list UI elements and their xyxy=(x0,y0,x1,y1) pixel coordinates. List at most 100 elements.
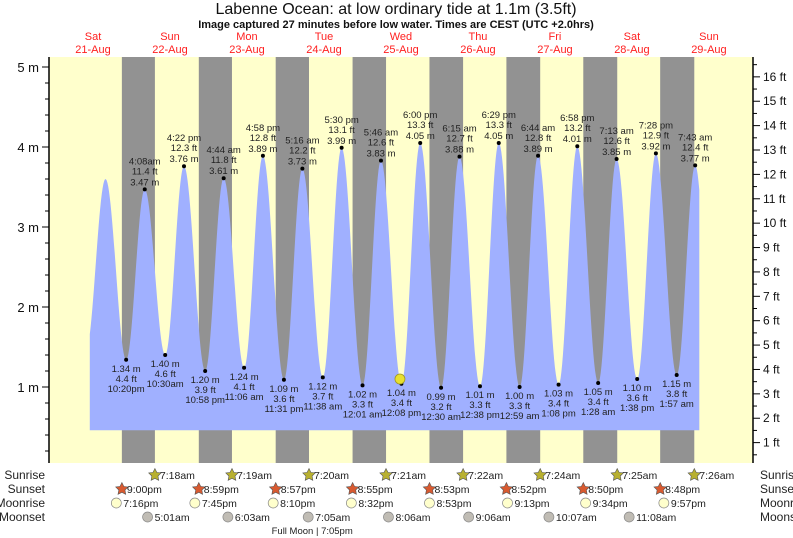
high-tide-ft-label: 13.1 ft xyxy=(328,125,355,136)
low-tide-ft-label: 3.3 ft xyxy=(509,401,530,412)
high-tide-time-label: 6:58 pm xyxy=(560,113,594,124)
sunset-row-label-right: Sunset xyxy=(760,482,793,496)
high-tide-point xyxy=(181,164,186,169)
high-tide-point xyxy=(300,166,305,171)
low-tide-m-label: 1.02 m xyxy=(348,389,377,400)
low-tide-ft-label: 3.4 ft xyxy=(588,397,609,408)
sunrise-icon xyxy=(148,467,162,481)
current-tide-marker xyxy=(394,373,406,385)
moon-phase-label: Full Moon | 7:05pm xyxy=(272,526,353,537)
low-tide-ft-label: 3.2 ft xyxy=(431,402,452,413)
low-tide-point xyxy=(163,353,168,357)
moonrise-icon xyxy=(267,497,279,509)
day-name-label: Sun xyxy=(160,31,180,43)
moonrise-time: 9:34pm xyxy=(593,498,628,510)
day-name-label: Tue xyxy=(315,31,334,43)
sunset-icon xyxy=(191,481,206,495)
moonset-time: 5:01am xyxy=(155,512,190,524)
high-tide-ft-label: 11.4 ft xyxy=(132,166,158,177)
high-tide-m-label: 3.85 m xyxy=(602,147,631,158)
low-tide-time-label: 12:59 am xyxy=(500,411,540,422)
low-tide-time-label: 10:58 pm xyxy=(185,395,225,406)
sunrise-icon xyxy=(225,467,239,481)
sunset-time: 8:53pm xyxy=(434,484,469,496)
sunset-icon xyxy=(653,481,668,495)
moonset-row-label-right: Moonset xyxy=(760,510,793,524)
high-tide-time-label: 4:08am xyxy=(129,156,161,167)
low-tide-time-label: 12:08 pm xyxy=(382,408,422,419)
low-tide-point xyxy=(203,369,208,373)
day-date-label: 22-Aug xyxy=(152,44,187,56)
low-tide-m-label: 1.12 m xyxy=(308,381,337,392)
low-tide-ft-label: 4.6 ft xyxy=(155,369,176,380)
sunset-time: 9:00pm xyxy=(127,484,162,496)
high-tide-ft-label: 13.3 ft xyxy=(407,120,434,131)
moonset-icon xyxy=(623,511,635,523)
high-tide-ft-label: 12.7 ft xyxy=(446,134,473,145)
right-axis-tick-label: 8 ft xyxy=(763,265,780,279)
sunrise-row-label-left: Sunrise xyxy=(4,468,45,482)
low-tide-m-label: 1.09 m xyxy=(269,384,298,395)
moonrise-icon xyxy=(189,497,201,509)
high-tide-point xyxy=(575,144,580,149)
moonset-time: 9:06am xyxy=(476,512,511,524)
moonset-icon xyxy=(383,511,394,523)
day-date-label: 29-Aug xyxy=(691,44,726,56)
sunrise-row-label-right: Sunrise xyxy=(760,468,793,482)
low-tide-ft-label: 3.9 ft xyxy=(195,385,216,396)
day-date-label: 21-Aug xyxy=(75,44,110,56)
high-tide-m-label: 4.01 m xyxy=(563,134,592,145)
low-tide-time-label: 10:30am xyxy=(147,379,184,390)
low-tide-point xyxy=(320,375,325,380)
sunrise-time: 7:24am xyxy=(545,470,580,482)
right-axis-tick-label: 6 ft xyxy=(763,314,780,328)
low-tide-point xyxy=(242,365,247,370)
left-axis-tick-label: 1 m xyxy=(17,380,39,395)
moonrise-icon xyxy=(580,497,591,509)
right-axis-tick-label: 11 ft xyxy=(763,192,786,206)
low-tide-ft-label: 3.6 ft xyxy=(627,393,648,404)
sunset-icon xyxy=(576,481,591,495)
sunrise-icon xyxy=(687,467,702,481)
low-tide-m-label: 1.15 m xyxy=(662,379,691,390)
low-tide-m-label: 1.20 m xyxy=(191,375,220,386)
low-tide-m-label: 1.05 m xyxy=(584,387,613,398)
day-name-label: Fri xyxy=(549,31,562,43)
moonrise-time: 8:32pm xyxy=(358,498,393,510)
chart-subtitle: Image captured 27 minutes before low wat… xyxy=(198,19,594,31)
high-tide-point xyxy=(653,151,658,156)
high-tide-point xyxy=(339,145,344,150)
moonrise-time: 7:45pm xyxy=(202,498,237,510)
right-axis-tick-label: 5 ft xyxy=(763,338,780,352)
sunset-time: 8:57pm xyxy=(281,484,316,496)
low-tide-ft-label: 3.8 ft xyxy=(666,389,687,400)
sunset-time: 8:55pm xyxy=(358,484,393,496)
day-name-label: Wed xyxy=(390,31,412,43)
high-tide-ft-label: 12.6 ft xyxy=(603,136,630,147)
moonset-time: 6:03am xyxy=(235,512,270,524)
moonset-time: 8:06am xyxy=(395,512,430,524)
low-tide-time-label: 1:08 pm xyxy=(541,409,575,420)
sunrise-icon xyxy=(302,467,316,481)
low-tide-point xyxy=(439,385,444,390)
sunset-row-label-left: Sunset xyxy=(8,482,46,496)
sunset-icon xyxy=(268,481,283,495)
sunrise-time: 7:25am xyxy=(622,470,657,482)
day-date-label: 25-Aug xyxy=(383,44,418,56)
high-tide-time-label: 7:13 am xyxy=(599,126,633,137)
low-tide-ft-label: 3.4 ft xyxy=(548,399,569,410)
high-tide-point xyxy=(614,157,619,161)
moonset-icon xyxy=(302,511,314,523)
low-tide-point xyxy=(556,382,561,387)
sunset-time: 8:50pm xyxy=(588,484,623,496)
high-tide-m-label: 3.89 m xyxy=(248,144,277,155)
sunrise-time: 7:21am xyxy=(391,470,426,482)
moonset-row-label-left: Moonset xyxy=(0,510,46,524)
moonrise-icon xyxy=(345,497,357,509)
sunset-icon xyxy=(345,481,360,495)
day-name-label: Thu xyxy=(468,31,487,43)
high-tide-point xyxy=(496,141,501,145)
high-tide-time-label: 5:30 pm xyxy=(324,115,358,126)
high-tide-m-label: 3.73 m xyxy=(288,157,317,168)
